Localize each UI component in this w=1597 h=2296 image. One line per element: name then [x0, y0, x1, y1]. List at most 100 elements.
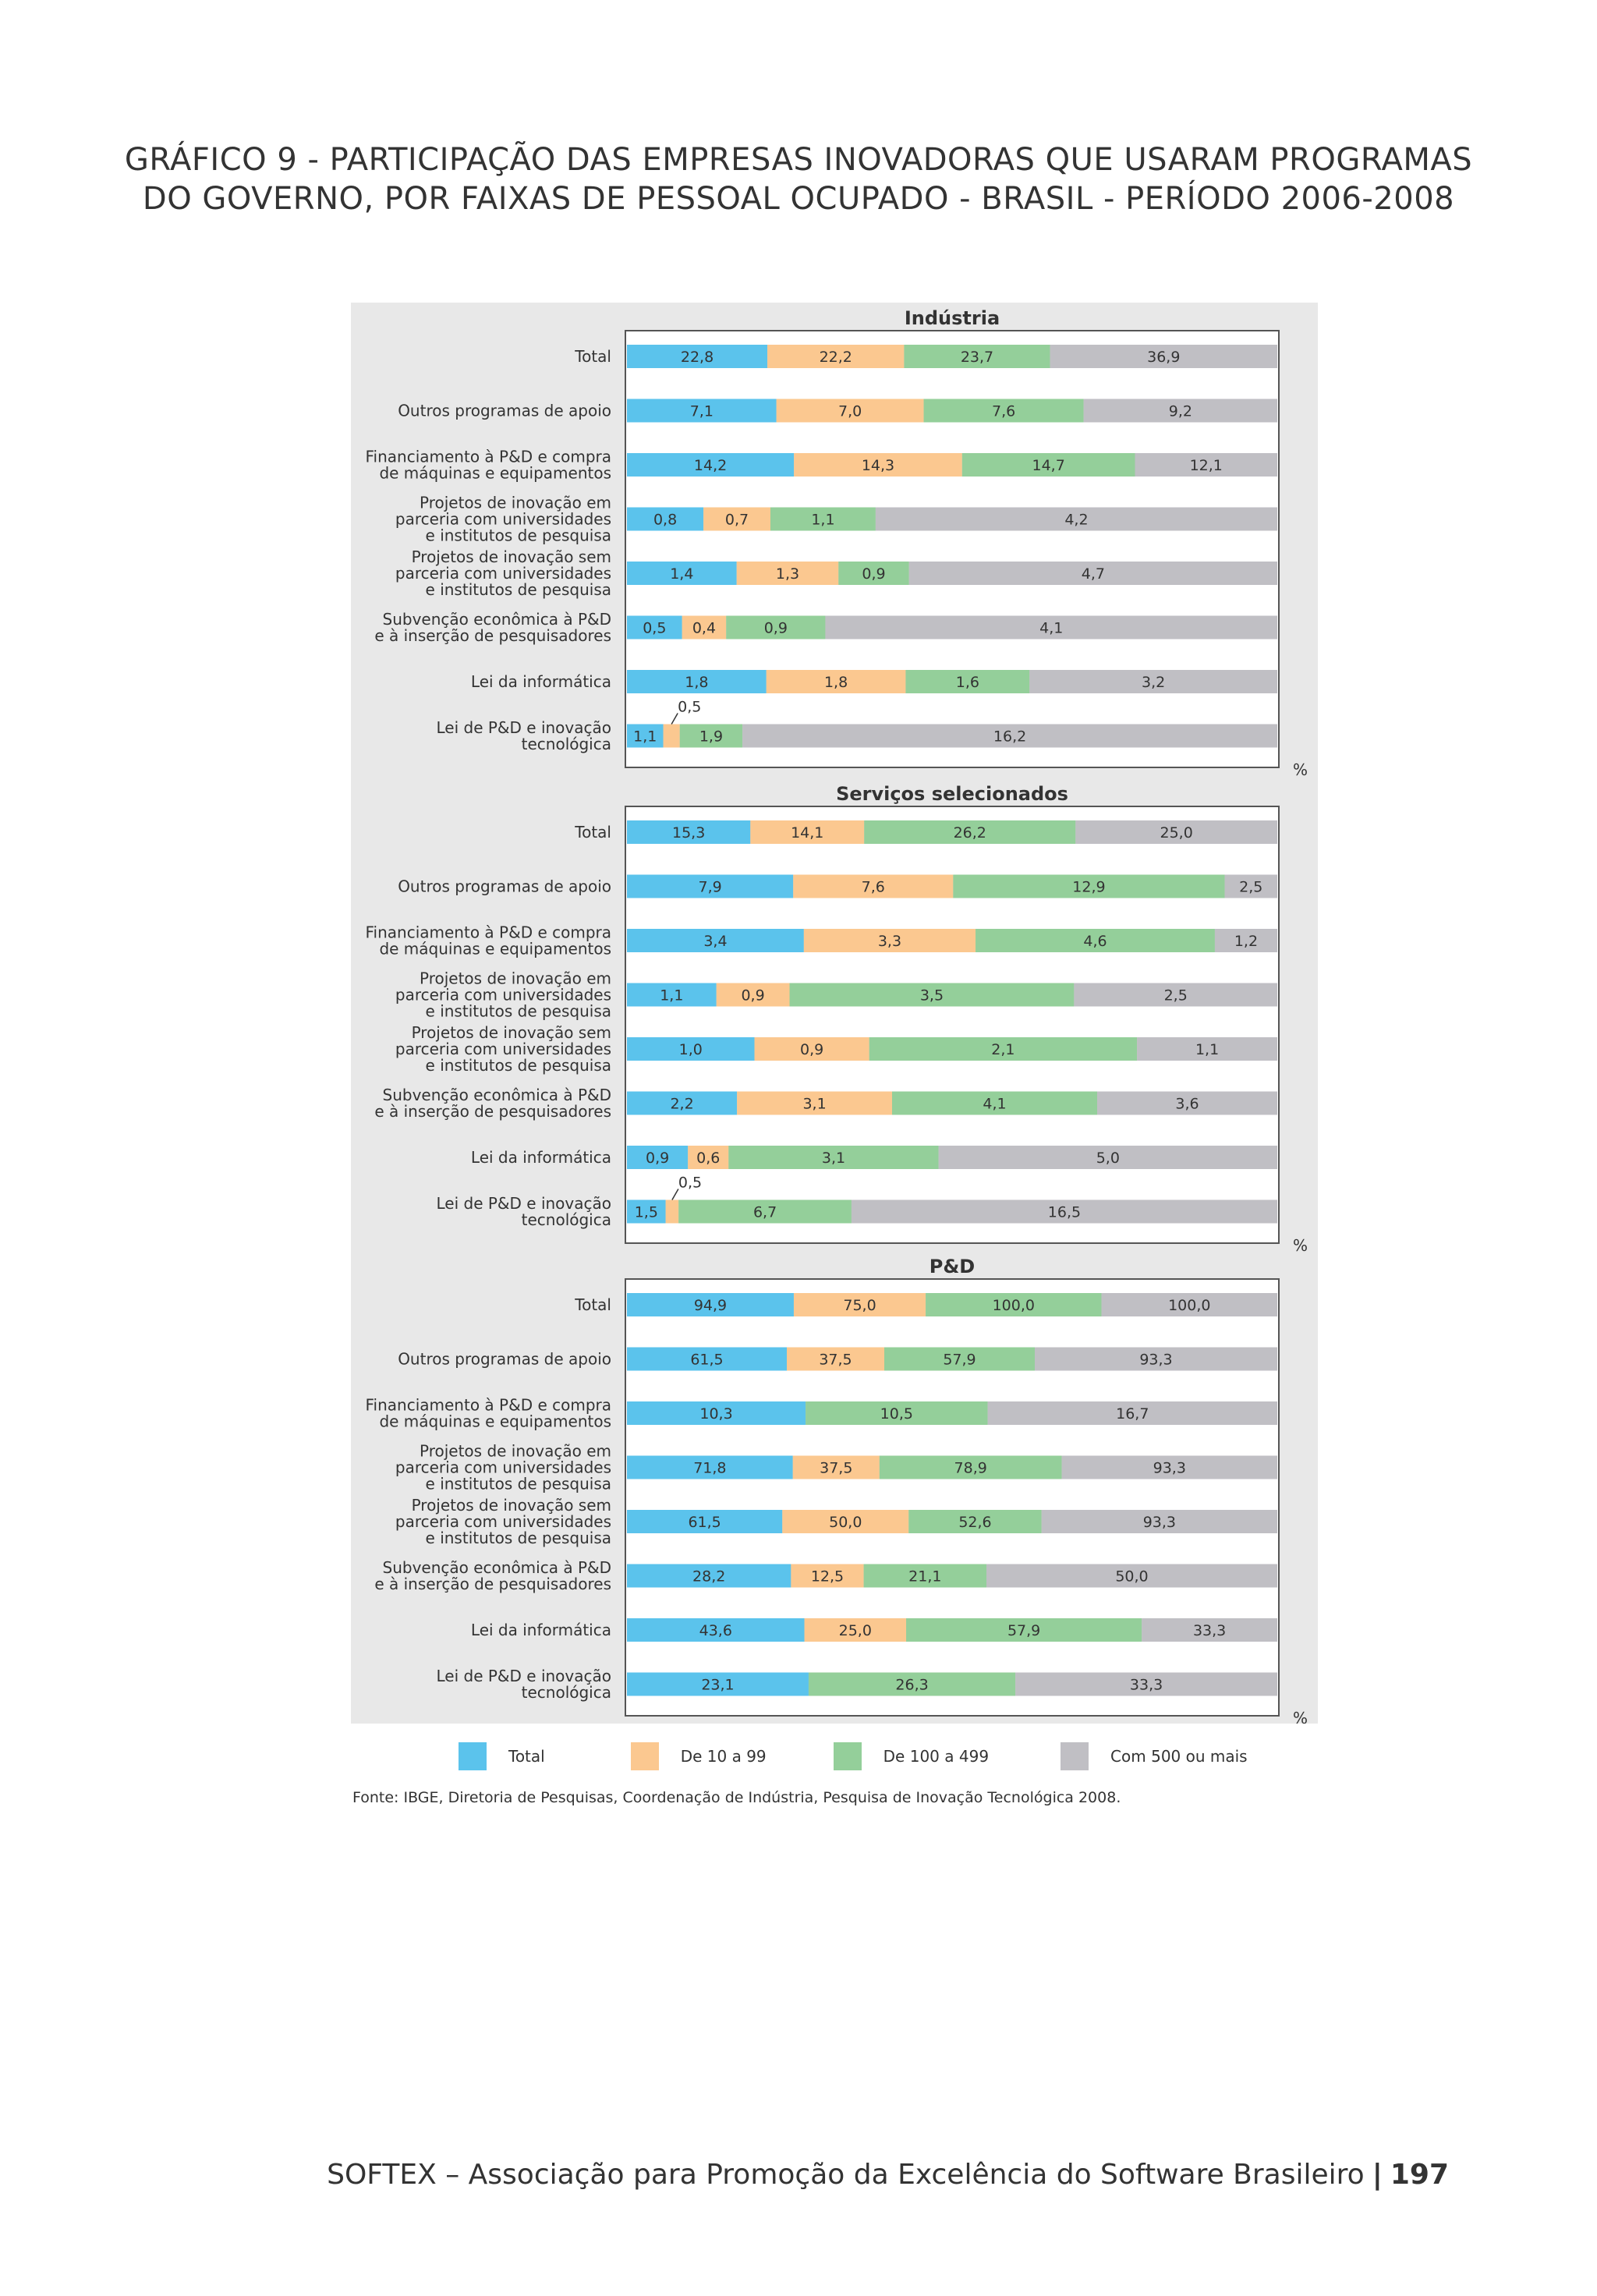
data-label: 1,8 [685, 674, 708, 691]
data-label: 2,5 [1239, 879, 1262, 896]
data-label: 16,2 [993, 728, 1026, 746]
data-label: 52,6 [958, 1514, 991, 1531]
data-label: 16,7 [1116, 1405, 1149, 1423]
data-label: 0,6 [696, 1150, 720, 1167]
data-label: 50,0 [829, 1514, 862, 1531]
leader-line [671, 1189, 679, 1200]
legend-swatch [833, 1742, 862, 1770]
bar-segment [627, 820, 751, 844]
category-label: Total [574, 823, 611, 842]
panel-title: P&D [930, 1256, 975, 1277]
category-label: Projetos de inovação em parceria com univ… [395, 494, 611, 545]
bar-segment [806, 1401, 988, 1425]
bar-segment [808, 1672, 1016, 1696]
bar-segment [1074, 983, 1277, 1007]
category-label: Lei da informática [471, 672, 611, 691]
data-label: 94,9 [694, 1297, 727, 1314]
data-label: 14,2 [694, 457, 727, 474]
category-label: Projetos de inovação sem parceria com uni… [395, 1496, 611, 1547]
legend-swatch [630, 1742, 659, 1770]
data-label: 28,2 [692, 1568, 725, 1586]
data-label: 1,3 [776, 565, 799, 583]
data-label: 1,8 [824, 674, 848, 691]
percent-unit-label: % [1293, 760, 1308, 779]
category-label: Subvenção econômica à P&D e à inserção de… [374, 1086, 611, 1121]
legend-item: Total [459, 1742, 545, 1770]
data-label: 1,5 [635, 1204, 658, 1221]
bar-segment [627, 1455, 793, 1479]
bar-segment [789, 983, 1075, 1007]
page-title: GRÁFICO 9 - PARTICIPAÇÃO DAS EMPRESAS IN… [0, 140, 1597, 218]
bar-segment [908, 562, 1277, 585]
data-label: 57,9 [1007, 1622, 1040, 1639]
legend-label: Com 500 ou mais [1110, 1747, 1248, 1766]
data-label: 0,9 [764, 620, 788, 637]
data-label: 7,1 [690, 403, 714, 420]
data-label: 7,6 [992, 403, 1015, 420]
category-label: Subvenção econômica à P&D e à inserção de… [374, 610, 611, 645]
bar-segment [627, 1037, 755, 1061]
category-label: Outros programas de apoio [398, 877, 611, 896]
title-line-1: GRÁFICO 9 - PARTICIPAÇÃO DAS EMPRESAS IN… [124, 142, 1473, 178]
bar-segment [754, 1037, 869, 1061]
bar-segment [663, 724, 680, 748]
data-label: 93,3 [1153, 1460, 1186, 1477]
category-label: Financiamento à P&D e compra de máquinas … [366, 923, 612, 958]
data-label: 0,8 [653, 512, 677, 529]
page-footer: SOFTEX – Associação para Promoção da Exc… [327, 2159, 1449, 2191]
bar-segment [792, 1455, 880, 1479]
panel-title: Indústria [905, 307, 1000, 329]
bar-segment [627, 1146, 689, 1169]
bar-segment [825, 615, 1277, 640]
data-label: 36,9 [1147, 349, 1180, 366]
data-label: 93,3 [1143, 1514, 1176, 1531]
data-label: 12,5 [811, 1568, 844, 1586]
bar-segment [906, 1618, 1142, 1642]
data-label: 23,1 [701, 1677, 734, 1694]
data-label: 26,3 [895, 1677, 928, 1694]
data-label: 3,1 [822, 1150, 845, 1167]
data-label: 14,1 [791, 824, 823, 842]
bar-segment [627, 670, 767, 693]
bar-segment [627, 1564, 791, 1588]
bar-segment [976, 929, 1215, 952]
bar-segment [627, 983, 717, 1007]
bar-segment [742, 724, 1277, 748]
data-label: 1,1 [660, 987, 683, 1004]
bar-segment [627, 453, 795, 477]
data-label: 0,5 [643, 620, 666, 637]
data-label: 7,6 [862, 879, 885, 896]
data-label: 4,1 [1039, 620, 1063, 637]
bar-segment [787, 1347, 884, 1371]
footer-separator: | [1372, 2159, 1383, 2191]
data-label: 26,2 [954, 824, 986, 842]
data-label: 33,3 [1193, 1622, 1226, 1639]
data-label: 57,9 [943, 1352, 976, 1369]
bar-segment [679, 724, 743, 748]
plot-area [625, 330, 1280, 768]
data-label: 0,4 [692, 620, 716, 637]
bar-segment [782, 1510, 909, 1533]
data-label: 93,3 [1139, 1352, 1172, 1369]
bar-segment [627, 562, 737, 585]
data-label: 21,1 [908, 1568, 941, 1586]
data-label: 1,2 [1234, 933, 1258, 950]
plot-area [625, 1278, 1280, 1717]
data-label: 61,5 [690, 1352, 723, 1369]
category-label: Lei de P&D e inovação tecnológica [437, 1667, 612, 1702]
bar-segment [1029, 670, 1277, 693]
legend-label: De 100 a 499 [883, 1747, 990, 1766]
data-label: 2,2 [670, 1096, 693, 1113]
data-label: 10,3 [699, 1405, 732, 1423]
data-label: 2,1 [991, 1041, 1015, 1058]
legend-label: De 10 a 99 [680, 1747, 767, 1766]
bar-segment [804, 1618, 907, 1642]
data-label: 1,1 [811, 512, 834, 529]
data-label: 1,4 [670, 565, 693, 583]
bar-segment [627, 874, 794, 898]
data-label: 14,3 [862, 457, 894, 474]
bar-segment [1061, 1455, 1277, 1479]
bar-segment [863, 1564, 987, 1588]
bar-segment [678, 1199, 852, 1224]
bar-segment [793, 1293, 926, 1316]
